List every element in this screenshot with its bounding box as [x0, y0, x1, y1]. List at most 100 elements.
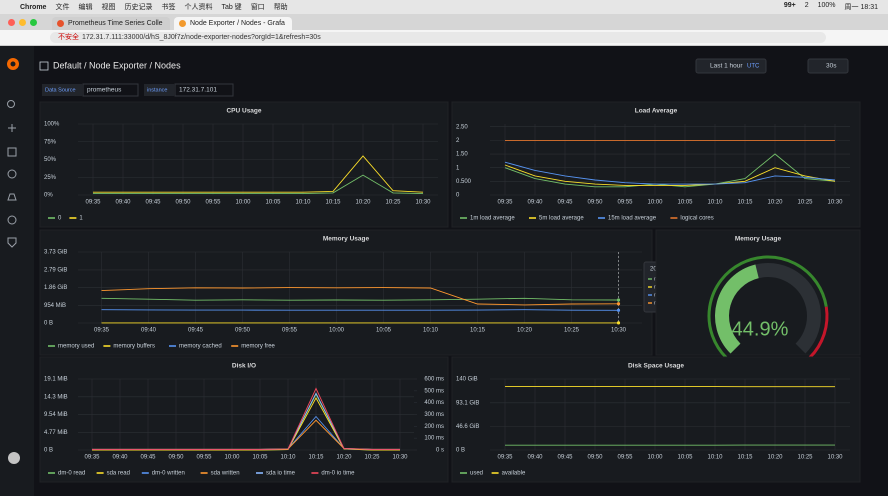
- time-picker[interactable]: [695, 58, 767, 74]
- y-tick-label: 0.500: [456, 179, 472, 185]
- menu-item[interactable]: Chrome: [20, 3, 47, 11]
- x-tick-label: 09:50: [587, 455, 603, 461]
- x-tick-label: 09:45: [557, 200, 573, 206]
- x-tick-label: 09:35: [84, 455, 100, 461]
- x-tick-label: 10:30: [827, 455, 843, 461]
- sidebar-icons: [7, 100, 17, 248]
- legend-label: dm-0 read: [58, 471, 85, 477]
- refresh-picker[interactable]: [807, 58, 849, 74]
- hover-point: [616, 298, 621, 302]
- x-tick-label: 09:40: [527, 455, 543, 461]
- menu-item[interactable]: 窗口: [250, 4, 265, 11]
- menu-item[interactable]: Tab 键: [221, 4, 242, 11]
- x-tick-label: 10:00: [647, 455, 663, 461]
- x-tick-label: 10:00: [329, 328, 345, 334]
- series-line: [93, 155, 424, 193]
- avatar[interactable]: [8, 452, 20, 464]
- menu-item[interactable]: 编辑: [78, 4, 93, 11]
- x-tick-label: 10:15: [737, 200, 753, 206]
- create-icon[interactable]: [8, 124, 16, 132]
- x-tick-label: 10:25: [797, 200, 813, 206]
- menu-bar: Chrome 文件 编辑 视图 历史记录 书签 个人资料 Tab 键 窗口 帮助…: [0, 0, 888, 14]
- x-tick-label: 09:35: [85, 200, 101, 206]
- y2-tick-label: 400 ms: [424, 400, 444, 406]
- x-tick-label: 09:45: [145, 200, 161, 206]
- x-tick-label: 10:25: [797, 455, 813, 461]
- menu-item[interactable]: 历史记录: [124, 4, 153, 11]
- search-icon[interactable]: [7, 100, 15, 108]
- tab[interactable]: Prometheus Time Series Colle: [52, 17, 170, 30]
- menu-item[interactable]: 个人资料: [184, 4, 213, 11]
- dashboard-icon: [39, 61, 49, 71]
- config-icon[interactable]: [7, 215, 17, 225]
- panel-title: CPU Usage: [226, 108, 261, 115]
- x-tick-label: 10:20: [767, 455, 783, 461]
- x-tick-label: 10:15: [470, 328, 486, 334]
- menu-item[interactable]: 文件: [55, 4, 70, 11]
- variable-value[interactable]: 172.31.7.101: [179, 87, 217, 94]
- series-line: [101, 297, 619, 301]
- variable-select[interactable]: [82, 83, 139, 97]
- panel-title: Disk Space Usage: [628, 363, 684, 370]
- legend-label: memory cached: [179, 344, 222, 350]
- y2-tick-label: 0 s: [436, 448, 444, 454]
- series-line: [101, 309, 619, 311]
- x-tick-label: 10:20: [355, 200, 371, 206]
- x-tick-label: 10:20: [517, 328, 533, 334]
- threshold-ring: [707, 255, 828, 359]
- x-tick-label: 09:55: [617, 200, 633, 206]
- y-tick-label: 0: [456, 193, 460, 199]
- y-tick-label: 14.3 MiB: [44, 394, 68, 400]
- panel: [451, 101, 861, 228]
- x-tick-label: 09:40: [141, 328, 157, 334]
- x-tick-label: 10:10: [295, 200, 311, 206]
- menu-item[interactable]: 视图: [101, 4, 116, 11]
- legend-label: sda written: [211, 471, 240, 477]
- tab[interactable]: Node Exporter / Nodes - Grafa: [174, 17, 292, 30]
- url: 172.31.7.111:33000/d/hS_8J0f7z/node-expo…: [82, 34, 321, 41]
- variable-select[interactable]: [174, 83, 234, 97]
- legend-label: logical cores: [680, 216, 713, 222]
- x-tick-label: 09:45: [188, 328, 204, 334]
- x-tick-label: 09:40: [527, 200, 543, 206]
- series-line: [504, 161, 836, 185]
- explore-icon[interactable]: [7, 169, 17, 179]
- legend-label: memory used: [58, 344, 94, 350]
- y-tick-label: 3.73 GiB: [44, 250, 67, 256]
- dashboards-icon[interactable]: [7, 147, 17, 157]
- url-field[interactable]: 不安全 172.31.7.111:33000/d/hS_8J0f7z/node-e…: [50, 32, 826, 43]
- browser-chrome: Chrome 文件 编辑 视图 历史记录 书签 个人资料 Tab 键 窗口 帮助…: [0, 0, 888, 46]
- x-tick-label: 10:20: [767, 200, 783, 206]
- x-tick-label: 10:30: [392, 455, 408, 461]
- x-tick-label: 09:55: [205, 200, 221, 206]
- y-tick-label: 0 B: [456, 448, 465, 454]
- x-tick-label: 09:50: [235, 328, 251, 334]
- logo-inner: [10, 61, 16, 67]
- y-tick-label: 0 B: [44, 448, 53, 454]
- series-line: [93, 174, 424, 195]
- legend-label: sda read: [107, 471, 130, 477]
- zoom-button[interactable]: [30, 19, 37, 26]
- x-tick-label: 09:40: [112, 455, 128, 461]
- time-range[interactable]: Last 1 hour: [710, 63, 743, 70]
- y-tick-label: 1: [456, 165, 460, 171]
- variable-value[interactable]: prometheus: [87, 87, 122, 94]
- y-tick-label: 19.1 MiB: [44, 377, 68, 383]
- series-line: [92, 387, 400, 450]
- minimize-button[interactable]: [19, 19, 26, 26]
- x-tick-label: 10:20: [336, 455, 352, 461]
- y-tick-label: 75%: [44, 139, 57, 145]
- x-tick-label: 09:45: [557, 455, 573, 461]
- y-tick-label: 2: [456, 138, 460, 144]
- x-tick-label: 09:50: [168, 455, 184, 461]
- tab-bar: Prometheus Time Series Colle Node Export…: [0, 14, 888, 30]
- y-tick-label: 1.50: [456, 152, 468, 158]
- refresh-interval[interactable]: 30s: [826, 63, 837, 70]
- alerting-icon[interactable]: [7, 193, 17, 201]
- shield-icon[interactable]: [7, 237, 17, 248]
- close-button[interactable]: [8, 19, 15, 26]
- dashboard-title[interactable]: Default / Node Exporter / Nodes: [53, 60, 181, 70]
- panel: [39, 356, 449, 483]
- menu-item[interactable]: 帮助: [273, 4, 288, 11]
- menu-item[interactable]: 书签: [161, 4, 176, 11]
